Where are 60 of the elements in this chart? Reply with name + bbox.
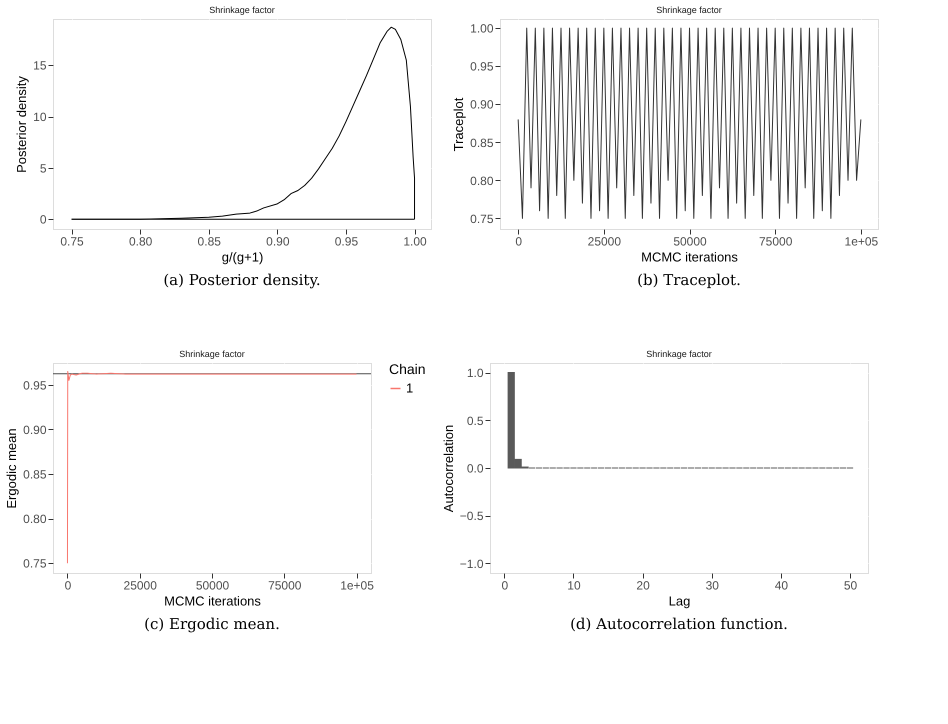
x-tick-label: 1e+05 <box>340 578 374 592</box>
y-axis-title: Autocorrelation <box>440 424 456 512</box>
y-tick-label: −1.0 <box>460 556 484 571</box>
chart-title: Shrinkage factor <box>646 349 712 359</box>
x-tick-label: 50000 <box>673 234 708 248</box>
text: (c) Ergodic mean. <box>144 615 280 633</box>
text: (d) Autocorrelation function. <box>570 615 788 633</box>
x-axis-title: MCMC iterations <box>641 250 738 264</box>
x-tick-label: 30 <box>706 578 720 592</box>
legend-label: 1 <box>406 380 414 396</box>
y-tick-label: 0.75 <box>470 212 494 226</box>
x-tick-label: 75000 <box>268 578 302 592</box>
y-tick-label: 5 <box>40 161 47 176</box>
x-axis-title: Lag <box>668 594 690 608</box>
y-tick-label: 10 <box>33 110 47 124</box>
y-tick-label: 0.80 <box>470 174 494 188</box>
x-tick-label: 25000 <box>588 234 622 248</box>
x-tick-label: 20 <box>636 578 650 592</box>
x-tick-label: 75000 <box>759 234 793 248</box>
y-tick-label: 1.00 <box>470 22 494 36</box>
text: (b) Traceplot. <box>637 271 741 289</box>
y-tick-label: 0.85 <box>23 468 47 482</box>
chart-title: Shrinkage factor <box>656 5 722 15</box>
y-axis-title: Posterior density <box>14 76 30 173</box>
y-tick-label: 0.90 <box>470 98 494 112</box>
y-tick-label: 0.80 <box>23 512 47 526</box>
x-tick-label: 50 <box>844 578 858 592</box>
x-tick-label: 0.95 <box>334 234 358 248</box>
x-tick-label: 50000 <box>196 578 230 592</box>
y-tick-label: 0.0 <box>466 462 484 476</box>
chart-title: Shrinkage factor <box>209 5 275 15</box>
x-tick-label: 0.80 <box>128 234 153 248</box>
x-axis-title: g/(g+1) <box>222 250 264 264</box>
y-tick-label: 0.85 <box>470 136 494 150</box>
y-axis-title: Ergodic mean <box>4 428 20 509</box>
text: (a) Posterior density. <box>163 271 321 289</box>
x-tick-label: 0 <box>64 578 72 592</box>
x-tick-label: 25000 <box>124 578 158 592</box>
chart-title: Shrinkage factor <box>179 349 245 359</box>
x-tick-label: 0 <box>515 234 522 248</box>
legend-title: Chain <box>389 361 426 377</box>
x-tick-label: 10 <box>567 578 581 592</box>
y-tick-label: 1.0 <box>466 366 484 380</box>
x-tick-label: 0.85 <box>198 234 222 248</box>
y-tick-label: 0.95 <box>470 60 494 74</box>
y-tick-label: 0.95 <box>23 378 47 392</box>
x-tick-label: 0.75 <box>60 234 84 248</box>
x-tick-label: 0.90 <box>266 234 290 248</box>
y-tick-label: 0.5 <box>466 414 484 428</box>
y-tick-label: 0.90 <box>23 422 47 437</box>
y-tick-label: 0.75 <box>23 556 47 571</box>
y-axis-title: Traceplot <box>451 97 466 152</box>
x-axis-title: MCMC iterations <box>164 594 262 608</box>
x-tick-label: 0 <box>501 578 508 592</box>
y-tick-label: 15 <box>33 58 47 73</box>
y-tick-label: −0.5 <box>460 509 484 524</box>
x-tick-label: 40 <box>774 578 788 592</box>
x-tick-label: 1.00 <box>403 234 428 248</box>
x-tick-label: 1e+05 <box>844 234 879 248</box>
y-tick-label: 0 <box>40 212 47 227</box>
